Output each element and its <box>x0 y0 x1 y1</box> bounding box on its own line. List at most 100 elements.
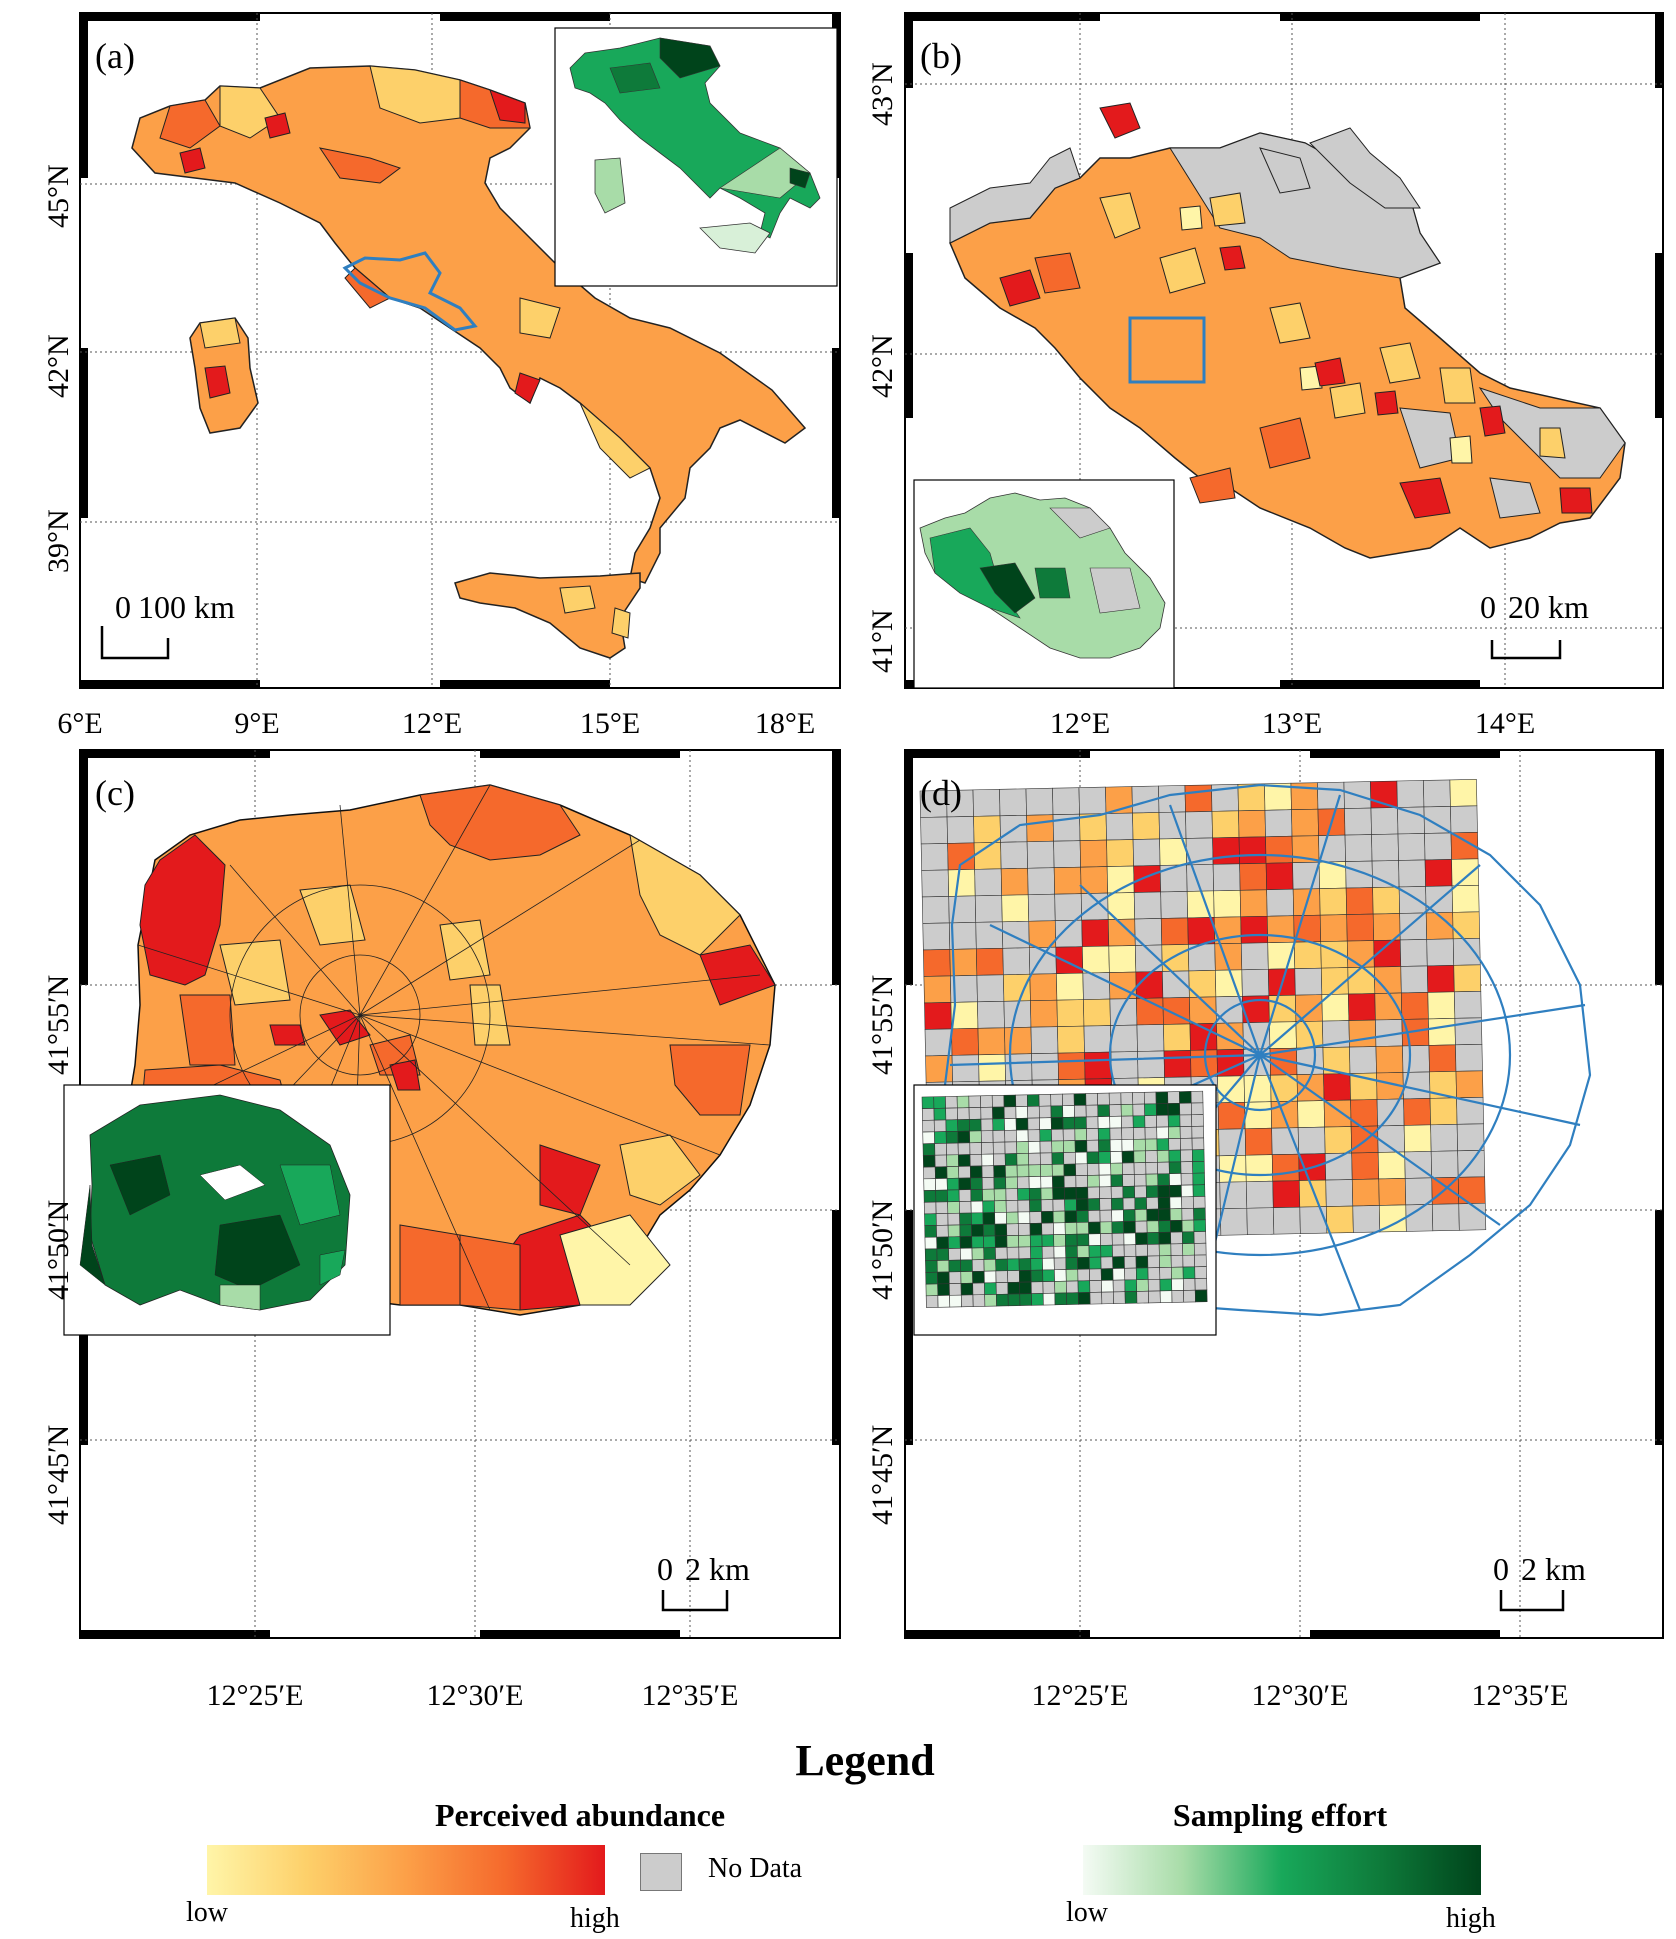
grid-cell <box>1272 1180 1301 1208</box>
lat-tick: 42°N <box>866 334 899 398</box>
grid-cell <box>1180 1161 1194 1174</box>
grid-cell <box>923 975 952 1004</box>
grid-cell <box>1053 1245 1067 1259</box>
grid-cell <box>1348 1019 1377 1048</box>
grid-cell <box>1000 867 1029 896</box>
grid-cell <box>945 1131 959 1144</box>
svg-text:0: 0 <box>115 589 131 625</box>
grid-cell <box>1000 841 1028 870</box>
grid-cell <box>1065 1268 1079 1282</box>
grid-cell <box>946 1166 960 1179</box>
grid-cell <box>1084 1051 1112 1080</box>
grid-cell <box>1016 1176 1030 1189</box>
grid-cell <box>993 1165 1006 1178</box>
grid-cell <box>1042 1269 1055 1283</box>
grid-cell <box>1452 911 1481 940</box>
grid-cell <box>1004 1129 1017 1143</box>
grid-cell <box>969 1142 983 1155</box>
grid-cell <box>1187 917 1216 945</box>
grid-cell <box>1272 1206 1301 1235</box>
grid-cell <box>1324 1126 1352 1154</box>
grid-cell <box>1111 1221 1125 1234</box>
grid-cell <box>1156 1150 1170 1163</box>
grid-cell <box>1001 894 1030 923</box>
grid-cell <box>1181 1219 1195 1233</box>
lat-tick: 41°45′N <box>866 1425 899 1525</box>
grid-cell <box>1145 1173 1159 1187</box>
grid-cell <box>1211 810 1240 839</box>
grid-cell <box>1016 1129 1029 1143</box>
grid-cell <box>1057 1052 1086 1080</box>
grid-cell <box>1264 809 1293 838</box>
grid-cell <box>1087 1174 1100 1188</box>
panel-c-map: (c) 41°55′N 41°50′N 41°45′N 12°25′E 12°3… <box>42 749 841 1712</box>
grid-cell <box>1099 1221 1113 1235</box>
grid-cell <box>1065 1245 1078 1259</box>
grid-cell <box>925 1271 938 1285</box>
grid-cell <box>1148 1290 1161 1304</box>
grid-cell <box>1030 1281 1044 1294</box>
grid-cell <box>983 1258 997 1272</box>
grid-cell <box>1456 1123 1485 1152</box>
grid-cell <box>981 1153 994 1167</box>
svg-text:20 km: 20 km <box>1508 589 1589 625</box>
grid-cell <box>1192 1172 1206 1186</box>
grid-cell <box>1006 1235 1020 1248</box>
grid-cell <box>1083 998 1111 1027</box>
lat-tick: 41°50′N <box>866 1200 899 1300</box>
grid-cell <box>1299 1206 1328 1234</box>
grid-cell <box>1097 1116 1111 1129</box>
grid-cell <box>1113 1291 1126 1304</box>
grid-cell <box>1349 1046 1377 1074</box>
grid-cell <box>980 1130 994 1143</box>
grid-cell <box>1182 1243 1195 1256</box>
grid-cell <box>1429 1097 1458 1126</box>
grid-cell <box>1455 1070 1484 1099</box>
grid-cell <box>948 1236 961 1249</box>
grid-cell <box>1124 1279 1138 1292</box>
grid-cell <box>1160 917 1189 946</box>
grid-cell <box>921 1096 935 1110</box>
grid-cell <box>1180 1137 1193 1151</box>
grid-cell <box>1403 1098 1431 1126</box>
grid-cell <box>1099 1198 1112 1211</box>
grid-cell <box>934 1166 948 1179</box>
grid-cell <box>1040 1199 1054 1212</box>
grid-cell <box>1018 1234 1031 1248</box>
grid-cell <box>1106 839 1134 867</box>
grid-cell <box>923 949 951 977</box>
grid-cell <box>1054 919 1083 948</box>
grid-cell <box>1062 1116 1076 1130</box>
grid-cell <box>1109 998 1138 1026</box>
grid-cell <box>1179 1114 1193 1128</box>
grid-cell <box>982 1223 996 1237</box>
grid-cell <box>1015 1117 1029 1131</box>
grid-cell <box>1183 1289 1196 1303</box>
grid-cell <box>1052 1210 1066 1224</box>
grid-cell <box>1121 1139 1135 1152</box>
grid-cell <box>1053 866 1082 895</box>
grid-cell <box>1123 1244 1137 1257</box>
grid-cell <box>1097 1127 1111 1141</box>
grid-cell <box>1088 1221 1101 1235</box>
grid-cell <box>1167 1091 1180 1104</box>
grid-cell <box>945 1107 958 1121</box>
grid-cell <box>1122 1197 1136 1211</box>
grid-cell <box>1146 1197 1159 1210</box>
grid-cell <box>1325 1179 1354 1207</box>
grid-cell <box>922 922 951 951</box>
grid-cell <box>937 1271 950 1285</box>
grid-cell <box>1056 999 1085 1027</box>
grid-cell <box>1123 1220 1136 1234</box>
effort-legend-title: Sampling effort <box>1172 1797 1388 1833</box>
grid-cell <box>993 1176 1007 1190</box>
scale-bar: 0 2 km <box>657 1551 750 1612</box>
grid-cell <box>993 1153 1006 1167</box>
grid-cell <box>1401 992 1429 1020</box>
grid-cell <box>1019 1281 1032 1295</box>
grid-cell <box>948 1271 962 1284</box>
grid-cell <box>970 1189 983 1202</box>
grid-cell <box>1030 1258 1043 1271</box>
grid-cell <box>1155 1091 1169 1105</box>
panel-label: (b) <box>920 36 962 76</box>
